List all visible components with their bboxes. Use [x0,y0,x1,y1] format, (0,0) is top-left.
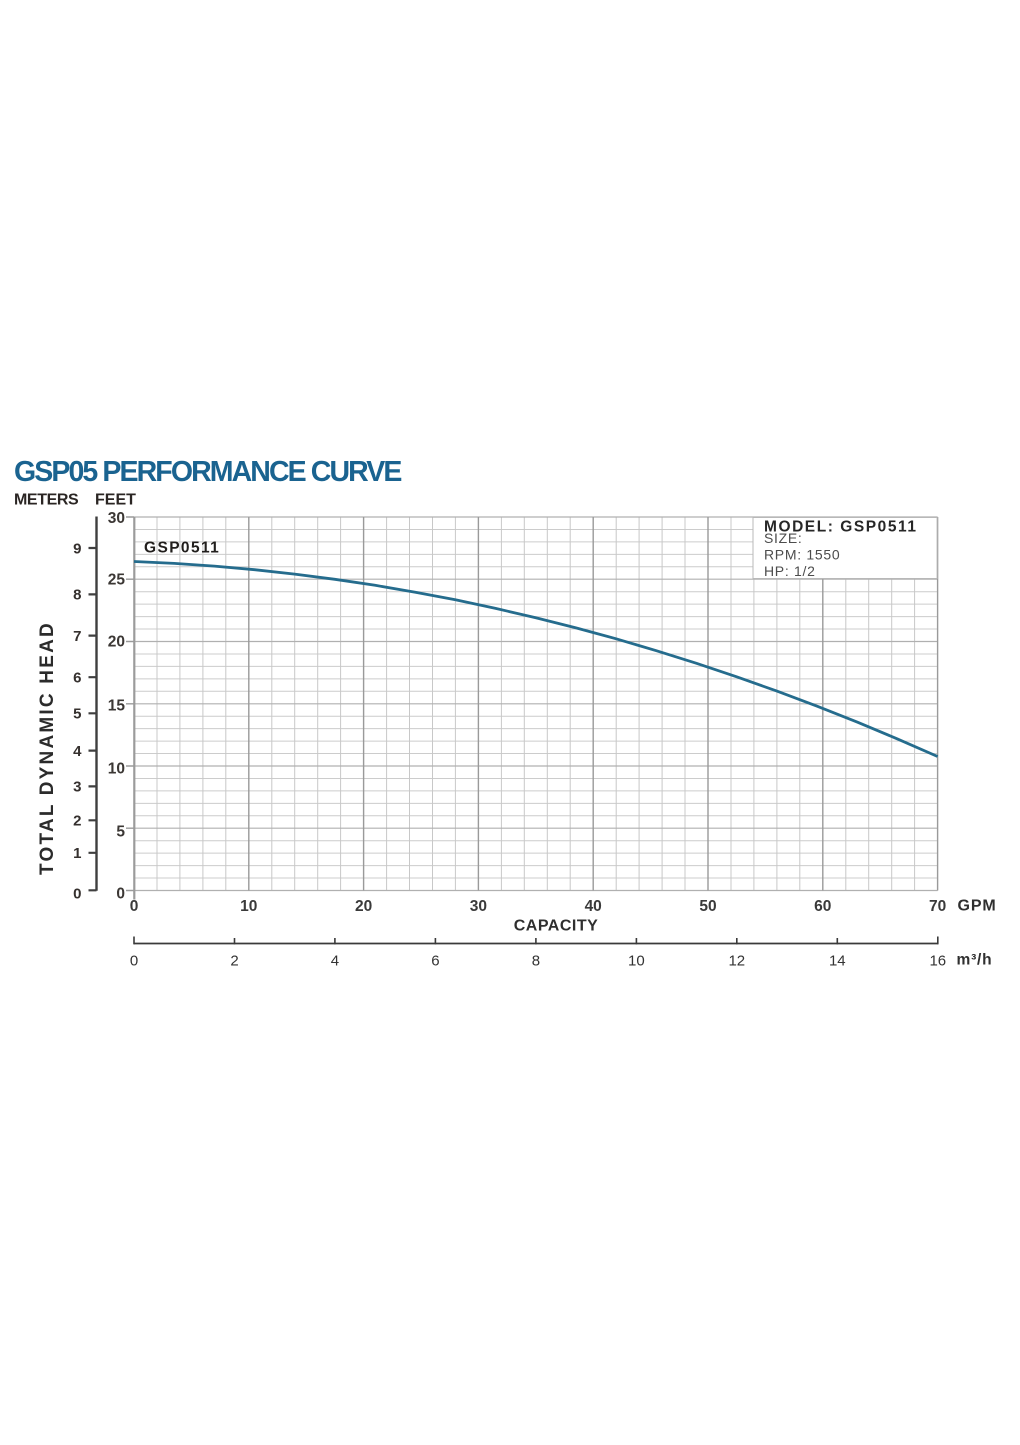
svg-text:TOTAL DYNAMIC HEAD: TOTAL DYNAMIC HEAD [37,621,58,875]
svg-text:0: 0 [130,953,138,970]
svg-text:HP: 1/2: HP: 1/2 [764,563,816,579]
svg-text:10: 10 [108,760,125,777]
svg-text:20: 20 [108,633,125,650]
svg-text:9: 9 [73,540,81,557]
svg-text:m³/h: m³/h [957,952,993,969]
svg-text:15: 15 [108,697,126,714]
svg-text:5: 5 [116,823,125,840]
svg-text:RPM: 1550: RPM: 1550 [764,547,840,563]
svg-text:14: 14 [829,953,846,970]
svg-text:METERS: METERS [14,492,79,509]
svg-text:4: 4 [73,743,82,760]
svg-text:30: 30 [108,510,125,527]
svg-text:0: 0 [130,898,139,915]
svg-text:0: 0 [73,885,81,902]
svg-text:70: 70 [929,898,946,915]
svg-text:5: 5 [73,706,81,723]
svg-text:2: 2 [230,953,238,970]
svg-text:GSP05 PERFORMANCE CURVE: GSP05 PERFORMANCE CURVE [14,456,401,488]
svg-text:FEET: FEET [95,492,136,509]
svg-text:25: 25 [108,571,126,588]
svg-text:MODEL: GSP0511: MODEL: GSP0511 [764,519,918,536]
svg-text:GPM: GPM [958,898,997,915]
svg-text:8: 8 [73,587,81,604]
svg-text:50: 50 [699,898,716,915]
svg-text:SIZE:: SIZE: [764,530,803,546]
svg-text:4: 4 [331,953,339,970]
svg-text:10: 10 [628,953,645,970]
svg-text:30: 30 [470,898,487,915]
svg-text:1: 1 [73,845,81,862]
svg-text:20: 20 [355,898,372,915]
svg-text:6: 6 [431,953,439,970]
svg-text:7: 7 [73,628,81,645]
svg-text:10: 10 [240,898,257,915]
svg-text:12: 12 [728,953,745,970]
svg-text:2: 2 [73,813,81,830]
svg-text:8: 8 [532,953,540,970]
svg-text:GSP0511: GSP0511 [144,540,220,557]
svg-text:CAPACITY: CAPACITY [514,918,599,935]
svg-text:6: 6 [73,670,81,687]
svg-text:3: 3 [73,779,81,796]
svg-text:16: 16 [929,953,946,970]
svg-text:0: 0 [116,886,125,903]
svg-text:60: 60 [814,898,831,915]
svg-text:40: 40 [585,898,602,915]
